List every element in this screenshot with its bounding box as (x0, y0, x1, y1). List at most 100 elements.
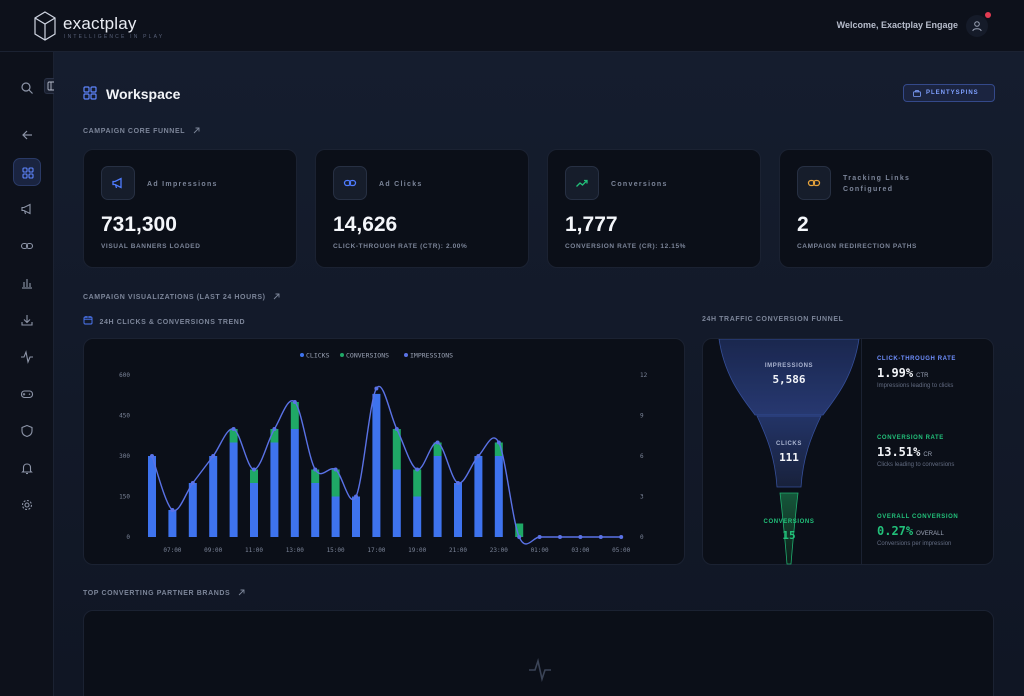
legend-label: CLICKS (306, 352, 330, 360)
funnel-impressions-label: IMPRESSIONS (764, 363, 814, 369)
impressions-point (292, 400, 297, 404)
x-tick-label: 03:00 (571, 547, 589, 554)
funnel-graphic (718, 339, 860, 565)
traffic-funnel-panel: IMPRESSIONS 5,586 CLICKS 111 CONVERSIONS… (702, 338, 994, 565)
partner-brands-panel (83, 610, 994, 696)
sidebar-search-button[interactable] (13, 74, 41, 102)
conversions-bar (413, 469, 422, 497)
y-left-tick-label: 0 (126, 534, 130, 541)
kpi-icon-box (101, 166, 135, 200)
activity-icon (529, 658, 551, 682)
sidebar-item-downloads[interactable] (13, 306, 41, 334)
overall-number: 0.27% (877, 524, 914, 538)
kpi-label: Tracking Links Configured (843, 175, 911, 193)
overall-unit: OVERALL (916, 531, 944, 537)
kpi-card-clicks[interactable]: Ad Clicks 14,626 CLICK-THROUGH RATE (CTR… (315, 149, 529, 268)
impressions-point (558, 535, 562, 539)
conversions-bar (494, 442, 503, 456)
impressions-point (170, 508, 175, 512)
conversions-bar (270, 429, 279, 443)
overall-value: 0.27% OVERALL (877, 524, 944, 538)
sidebar-item-security[interactable] (13, 417, 41, 445)
external-link-icon[interactable] (238, 589, 245, 596)
kpi-card-tracking-links[interactable]: Tracking Links Configured 2 CAMPAIGN RED… (779, 149, 993, 268)
cr-value: 13.51% CR (877, 445, 932, 459)
bell-icon (21, 463, 33, 475)
section-trend: 24H CLICKS & CONVERSIONS TREND (83, 315, 245, 326)
kpi-card-conversions[interactable]: Conversions 1,777 CONVERSION RATE (CR): … (547, 149, 761, 268)
sidebar-back-button[interactable] (13, 121, 41, 149)
conversions-bar (433, 442, 442, 456)
app-tagline: INTELLIGENCE IN PLAY (64, 34, 165, 40)
sidebar-item-games[interactable] (13, 380, 41, 408)
sidebar-item-settings[interactable] (13, 491, 41, 519)
y-right-tick-label: 0 (640, 534, 644, 541)
cr-unit: CR (923, 452, 933, 458)
sidebar-item-campaigns[interactable] (13, 195, 41, 223)
x-tick-label: 01:00 (531, 547, 549, 554)
funnel-divider (861, 339, 862, 564)
conversions-bar (392, 429, 401, 470)
clicks-bar (209, 456, 218, 537)
conversions-bar (331, 469, 340, 497)
sidebar-item-workspace[interactable] (13, 158, 41, 186)
impressions-point (415, 467, 420, 472)
kpi-value: 1,777 (565, 213, 618, 236)
legend-marker (340, 353, 344, 357)
section-partners-label: TOP CONVERTING PARTNER BRANDS (83, 590, 231, 597)
clicks-bar (474, 456, 483, 537)
external-link-icon[interactable] (273, 293, 280, 300)
impressions-point (354, 494, 358, 499)
y-right-tick-label: 12 (640, 372, 648, 379)
bar-chart-icon (22, 279, 32, 289)
sidebar-item-analytics[interactable] (13, 269, 41, 297)
impressions-point (313, 467, 318, 472)
ctr-number: 1.99% (877, 366, 914, 380)
x-tick-label: 09:00 (204, 547, 222, 554)
impressions-point (333, 467, 338, 472)
y-left-tick-label: 150 (119, 494, 130, 501)
impressions-point (496, 440, 501, 445)
conversions-bar (229, 429, 238, 443)
sidebar-item-activity[interactable] (13, 343, 41, 371)
impressions-point (394, 427, 399, 431)
funnel-conversions-value: 15 (782, 529, 796, 542)
kpi-icon-box (333, 166, 367, 200)
external-link-icon[interactable] (193, 127, 200, 134)
impressions-point (252, 467, 256, 472)
briefcase-icon (913, 90, 921, 97)
kpi-icon-box (565, 166, 599, 200)
brand-selector-badge[interactable]: PLENTYSPINS (903, 84, 995, 102)
clicks-bar (372, 393, 381, 537)
funnel-clicks: CLICKS 111 (759, 441, 819, 464)
kpi-label: Conversions (611, 181, 668, 188)
kpi-card-impressions[interactable]: Ad Impressions 731,300 VISUAL BANNERS LO… (83, 149, 297, 268)
clicks-bar (331, 496, 340, 537)
ctr-unit: CTR (916, 373, 929, 379)
legend-marker (300, 353, 304, 357)
sidebar-item-links[interactable] (13, 232, 41, 260)
kpi-value: 14,626 (333, 213, 398, 236)
user-menu-button[interactable] (966, 15, 988, 37)
impressions-point (231, 427, 236, 431)
kpi-label: Ad Impressions (147, 181, 218, 188)
megaphone-icon (21, 203, 31, 215)
x-tick-label: 07:00 (163, 547, 181, 554)
legend-label: IMPRESSIONS (410, 352, 453, 360)
impressions-point (476, 454, 481, 458)
clicks-bar (433, 456, 442, 537)
kpi-icon-box (797, 166, 831, 200)
funnel-clicks-label: CLICKS (776, 441, 802, 447)
conversions-bar (290, 402, 299, 429)
arrow-left-icon (22, 130, 32, 140)
sidebar-item-notifications[interactable] (13, 454, 41, 482)
section-campaign-funnel-label: CAMPAIGN CORE FUNNEL (83, 128, 185, 135)
legend-label: CONVERSIONS (346, 352, 389, 360)
link-icon (343, 179, 357, 187)
app-header: exactplay INTELLIGENCE IN PLAY Welcome, … (0, 0, 1024, 52)
clicks-bar (413, 496, 422, 537)
trending-up-icon (576, 179, 588, 187)
funnel-impressions-value: 5,586 (772, 373, 806, 386)
impressions-point (456, 481, 460, 485)
impressions-point (374, 386, 379, 391)
